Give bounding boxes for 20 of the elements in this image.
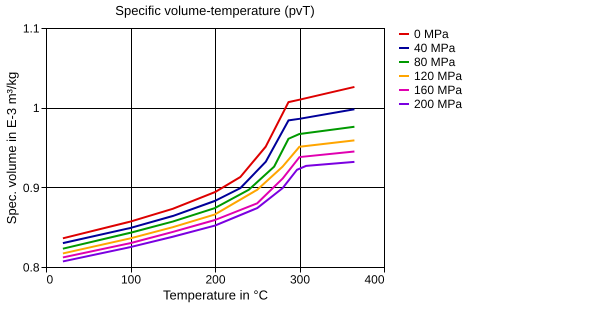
legend-label: 200 MPa — [414, 97, 462, 111]
legend-label: 160 MPa — [414, 83, 462, 97]
y-tick-label: 1.1 — [22, 22, 40, 36]
x-tick-label: 300 — [290, 272, 310, 286]
line-series — [62, 86, 356, 240]
legend-label: 0 MPa — [414, 27, 450, 41]
x-tick-label: 0 — [46, 272, 54, 286]
x-tick-label: 400 — [364, 272, 385, 286]
x-axis-title: Temperature in °C — [163, 288, 268, 302]
x-tick-label: 200 — [205, 272, 226, 286]
y-tick-label: 0.8 — [22, 260, 40, 274]
legend-label: 40 MPa — [414, 41, 456, 55]
y-tick-label: 0.9 — [22, 180, 40, 195]
y-axis-title: Spec. volume in E-3 m³/kg — [4, 72, 19, 224]
legend-label: 80 MPa — [414, 55, 456, 69]
x-tick-label: 100 — [120, 272, 142, 286]
chart-title: Specific volume-temperature (pvT) — [115, 3, 315, 18]
legend-label: 120 MPa — [414, 69, 462, 83]
y-tick-label: 1 — [32, 101, 40, 116]
line-series — [62, 108, 356, 244]
